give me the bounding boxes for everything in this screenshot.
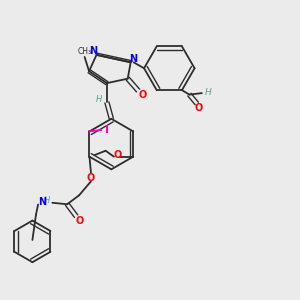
Text: O: O	[195, 103, 203, 113]
Text: H: H	[44, 196, 50, 205]
Text: O: O	[76, 217, 84, 226]
Text: H: H	[95, 95, 102, 104]
Text: N: N	[89, 46, 98, 56]
Text: CH₃: CH₃	[77, 46, 92, 56]
Text: I: I	[105, 125, 109, 135]
Text: O: O	[113, 150, 122, 160]
Text: H: H	[204, 88, 211, 97]
Text: O: O	[138, 90, 147, 100]
Text: O: O	[86, 173, 94, 183]
Text: N: N	[38, 197, 46, 208]
Text: N: N	[130, 54, 138, 64]
